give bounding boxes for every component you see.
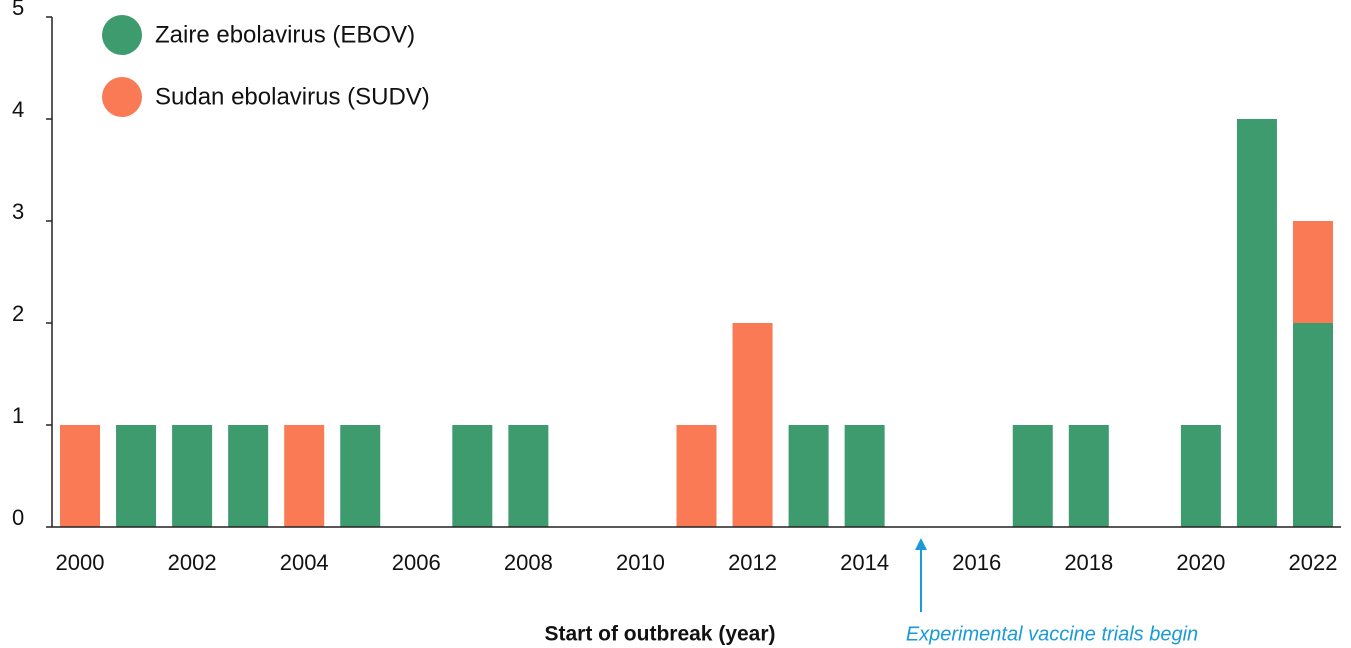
bar-segment bbox=[1236, 119, 1277, 527]
y-tick-label: 0 bbox=[12, 505, 24, 530]
x-tick-label: 2006 bbox=[392, 550, 441, 575]
bar-segment bbox=[340, 425, 381, 527]
bar-segment bbox=[1012, 425, 1053, 527]
y-tick-label: 3 bbox=[12, 199, 24, 224]
bar-segment bbox=[788, 425, 829, 527]
x-axis-label: Start of outbreak (year) bbox=[544, 623, 775, 646]
y-tick-label: 2 bbox=[12, 301, 24, 326]
annotation: Experimental vaccine trials begin bbox=[906, 623, 1198, 645]
y-tick-label: 1 bbox=[12, 403, 24, 428]
x-tick-label: 2020 bbox=[1176, 550, 1225, 575]
x-tick-label: 2022 bbox=[1289, 550, 1338, 575]
bar-segment bbox=[1292, 221, 1333, 323]
x-tick-label: 2016 bbox=[952, 550, 1001, 575]
bar-segment bbox=[732, 323, 773, 527]
legend-label: Zaire ebolavirus (EBOV) bbox=[155, 21, 415, 48]
bar-segment bbox=[228, 425, 269, 527]
y-tick-label: 4 bbox=[12, 97, 24, 122]
legend-swatch bbox=[102, 15, 142, 55]
x-tick-label: 2018 bbox=[1064, 550, 1113, 575]
x-tick-label: 2008 bbox=[504, 550, 553, 575]
bar-segment bbox=[1068, 425, 1109, 527]
bar-segment bbox=[844, 425, 885, 527]
x-tick-label: 2012 bbox=[728, 550, 777, 575]
annotation-arrowhead bbox=[915, 538, 927, 550]
bar-segment bbox=[508, 425, 549, 527]
bar-segment bbox=[676, 425, 717, 527]
x-tick-label: 2010 bbox=[616, 550, 665, 575]
x-tick-label: 2002 bbox=[168, 550, 217, 575]
legend-swatch bbox=[102, 77, 142, 117]
bar-segment bbox=[172, 425, 213, 527]
x-tick-label: 2000 bbox=[56, 550, 105, 575]
bar-segment bbox=[1292, 323, 1333, 527]
bar-segment bbox=[284, 425, 325, 527]
y-tick-label: 5 bbox=[12, 0, 24, 20]
bar-segment bbox=[60, 425, 101, 527]
x-tick-label: 2014 bbox=[840, 550, 889, 575]
x-tick-label: 2004 bbox=[280, 550, 329, 575]
bar-segment bbox=[1180, 425, 1221, 527]
legend-label: Sudan ebolavirus (SUDV) bbox=[155, 83, 430, 110]
bar-segment bbox=[116, 425, 157, 527]
bar-segment bbox=[452, 425, 493, 527]
